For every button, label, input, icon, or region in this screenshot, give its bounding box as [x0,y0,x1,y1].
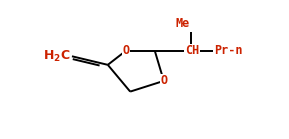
Text: CH: CH [185,44,199,57]
Text: O: O [122,44,129,57]
Text: Me: Me [176,17,190,29]
Text: H: H [63,50,70,63]
Text: Pr-n: Pr-n [214,44,243,57]
Text: O: O [160,74,167,87]
Text: $\mathbf{H_2C}$: $\mathbf{H_2C}$ [43,49,71,64]
Text: H: H [63,50,70,63]
